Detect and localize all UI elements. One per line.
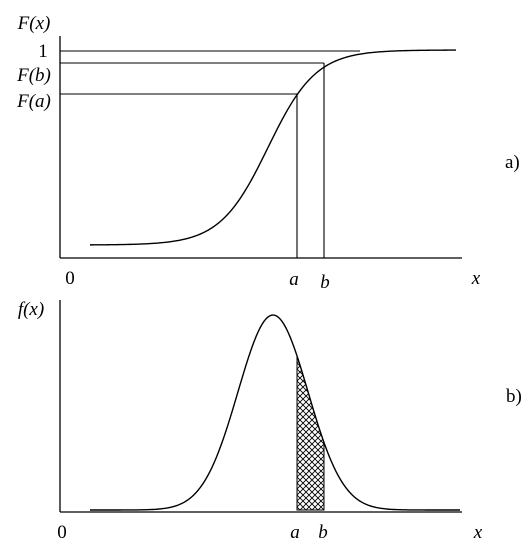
fb-label: F(b) <box>16 65 51 86</box>
panel-a-y-label: F(x) <box>17 13 51 34</box>
panel-a-b-label: b <box>320 272 330 293</box>
panel-a-x-label: x <box>471 268 481 289</box>
panel-b-origin-label: 0 <box>57 522 67 542</box>
panel-b: f(x) 0 a b x b) <box>18 299 521 542</box>
panel-b-a-label: a <box>290 522 300 542</box>
panel-a: F(x) 1 F(b) F(a) 0 a b x a) <box>16 13 520 293</box>
probability-shaded-area <box>296 355 325 511</box>
panel-b-x-label: x <box>473 522 483 542</box>
pdf-curve <box>90 314 460 511</box>
panel-a-tag: a) <box>505 152 520 173</box>
cdf-curve <box>89 49 456 246</box>
panel-a-origin-label: 0 <box>65 268 75 289</box>
fa-label: F(a) <box>16 91 51 112</box>
panel-a-a-label: a <box>289 269 299 290</box>
panel-b-tag: b) <box>506 386 521 407</box>
panel-b-b-label: b <box>318 522 328 542</box>
one-label: 1 <box>38 41 48 62</box>
panel-b-y-label: f(x) <box>18 299 44 320</box>
